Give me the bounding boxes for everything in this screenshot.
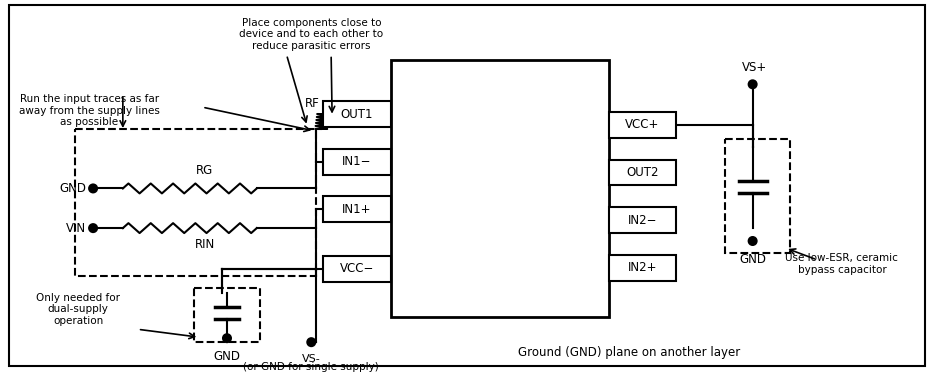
Text: IN1−: IN1− xyxy=(342,155,372,168)
Text: VS+: VS+ xyxy=(742,61,767,74)
Text: RF: RF xyxy=(304,96,319,110)
Circle shape xyxy=(89,224,97,232)
Text: IN1+: IN1+ xyxy=(342,203,372,216)
Circle shape xyxy=(749,237,757,245)
Text: RIN: RIN xyxy=(194,238,215,251)
Bar xyxy=(609,160,676,186)
Text: Place components close to
device and to each other to
reduce parasitic errors: Place components close to device and to … xyxy=(239,18,383,51)
Bar xyxy=(323,196,390,222)
Bar xyxy=(609,207,676,233)
Text: Run the input traces as far
away from the supply lines
as possible: Run the input traces as far away from th… xyxy=(19,94,160,128)
Text: VIN: VIN xyxy=(66,222,86,234)
Text: OUT2: OUT2 xyxy=(627,166,658,179)
Bar xyxy=(194,288,260,342)
Text: GND: GND xyxy=(214,350,240,363)
Bar xyxy=(725,139,790,253)
Bar xyxy=(609,112,676,138)
Text: VCC+: VCC+ xyxy=(626,119,659,132)
Text: (or GND for single supply): (or GND for single supply) xyxy=(244,362,379,372)
Text: Only needed for
dual-supply
operation: Only needed for dual-supply operation xyxy=(36,292,120,326)
Text: Ground (GND) plane on another layer: Ground (GND) plane on another layer xyxy=(517,346,740,359)
Bar xyxy=(323,149,390,175)
Bar xyxy=(323,256,390,282)
Bar xyxy=(76,129,317,276)
Circle shape xyxy=(223,334,231,342)
Text: VS-: VS- xyxy=(302,354,320,364)
Text: GND: GND xyxy=(59,182,86,195)
Text: GND: GND xyxy=(739,253,766,266)
Text: OUT1: OUT1 xyxy=(341,108,374,120)
Text: Use low-ESR, ceramic
bypass capacitor: Use low-ESR, ceramic bypass capacitor xyxy=(785,253,899,275)
Text: IN2−: IN2− xyxy=(628,214,658,227)
Circle shape xyxy=(307,338,316,346)
Bar xyxy=(609,255,676,280)
Circle shape xyxy=(749,80,757,88)
Text: VCC−: VCC− xyxy=(340,262,375,275)
Bar xyxy=(390,59,609,318)
Text: IN2+: IN2+ xyxy=(628,261,658,274)
Text: RG: RG xyxy=(196,163,213,177)
Circle shape xyxy=(89,184,97,192)
Bar xyxy=(323,101,390,127)
